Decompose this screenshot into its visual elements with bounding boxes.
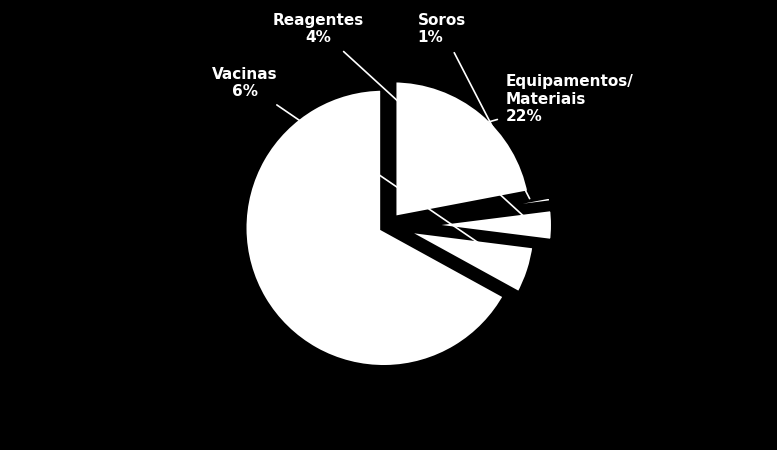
Text: Reagentes
4%: Reagentes 4%: [274, 13, 530, 222]
Text: Vacinas
6%: Vacinas 6%: [211, 67, 507, 262]
Text: Soros
1%: Soros 1%: [418, 13, 530, 198]
Wedge shape: [414, 207, 555, 243]
Wedge shape: [243, 87, 507, 369]
Text: Equipamentos/
Materiais
22%: Equipamentos/ Materiais 22%: [473, 74, 633, 126]
Wedge shape: [396, 228, 536, 295]
Wedge shape: [413, 195, 553, 221]
Wedge shape: [393, 79, 531, 220]
